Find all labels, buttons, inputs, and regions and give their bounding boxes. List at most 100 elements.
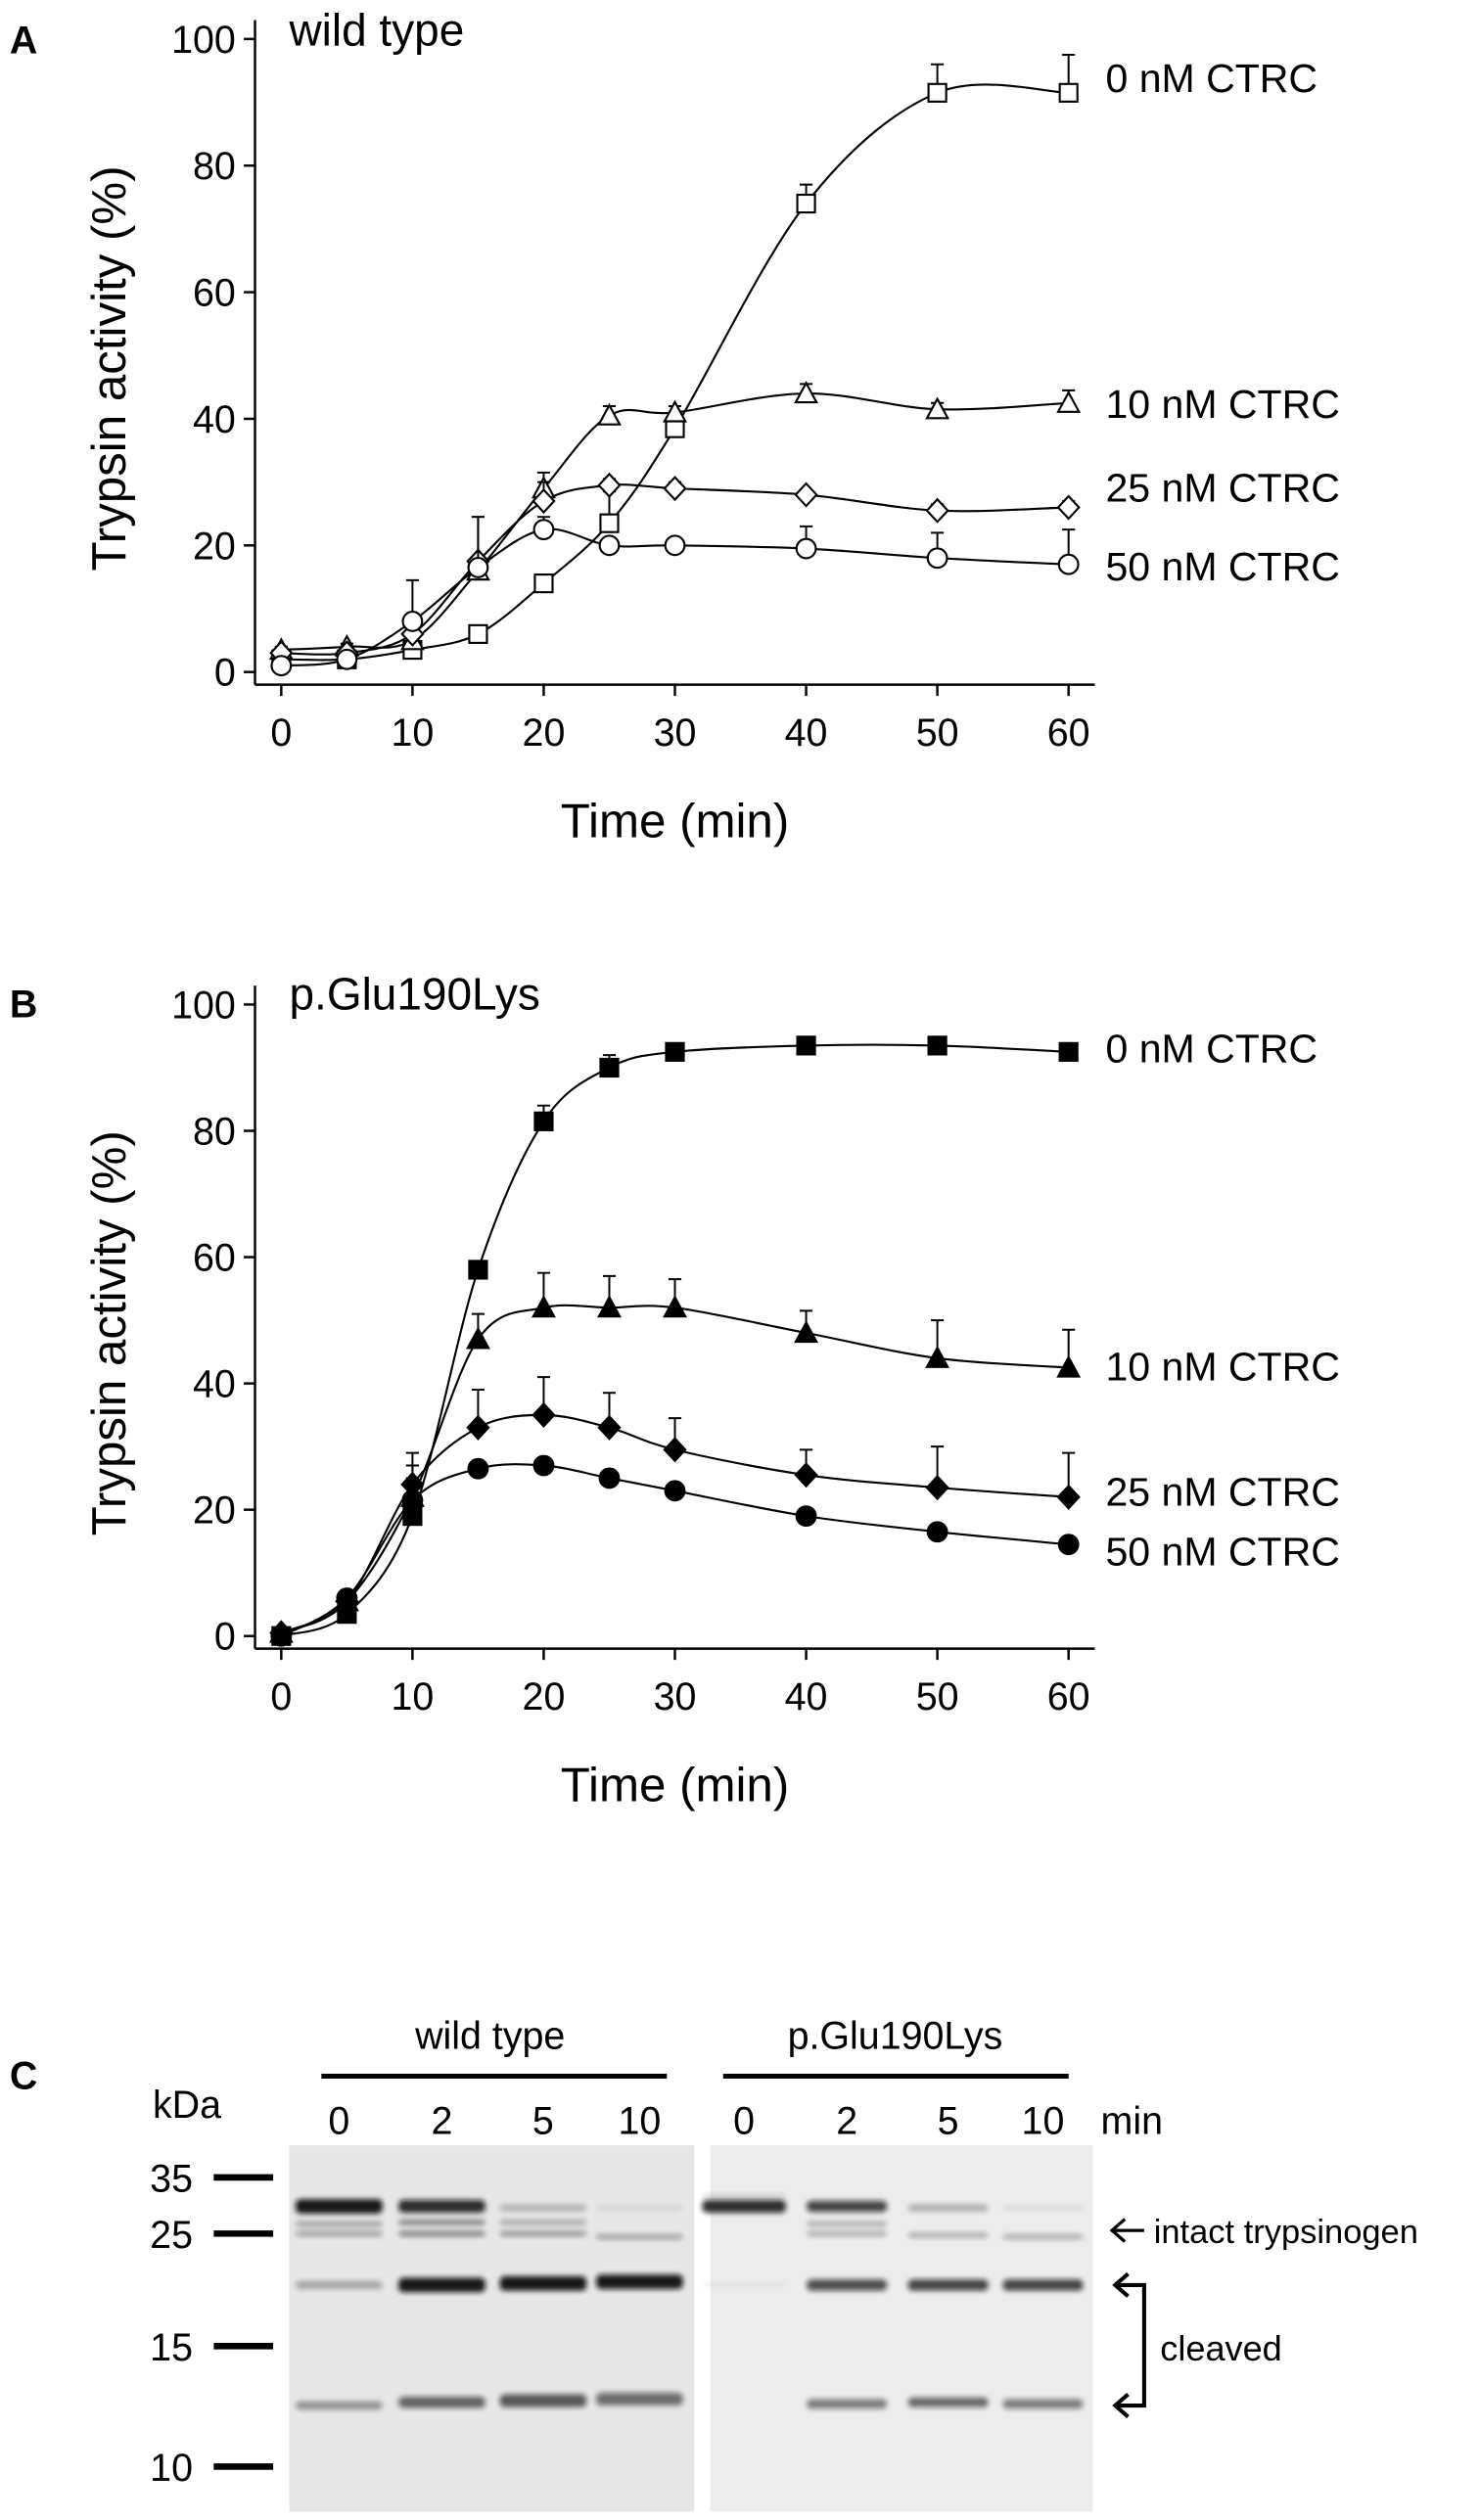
x-tick-label: 50	[916, 1675, 959, 1718]
series-label: 0 nM CTRC	[1105, 1027, 1318, 1072]
marker-label: 15	[150, 2326, 193, 2369]
arrow	[1109, 2218, 1144, 2243]
marker	[1056, 1484, 1081, 1510]
gel-bands	[296, 2193, 1084, 2410]
y-tick-label: 40	[193, 1363, 236, 1406]
marker	[664, 534, 686, 557]
series-label: 10 nM CTRC	[1105, 1345, 1339, 1390]
marker	[794, 1320, 819, 1344]
y-tick-label: 80	[193, 1110, 236, 1153]
marker	[663, 1295, 687, 1318]
group-label: wild type	[414, 2015, 565, 2058]
marker	[663, 399, 687, 423]
marker	[598, 1467, 621, 1489]
marker	[599, 1057, 620, 1078]
x-tick-label: 20	[523, 1675, 566, 1718]
marker	[531, 1295, 556, 1318]
marker	[401, 611, 424, 632]
marker	[598, 534, 621, 557]
fit-curve	[280, 1304, 1069, 1634]
marker	[925, 497, 949, 524]
series-label: 25 nM CTRC	[1105, 466, 1339, 511]
marker	[664, 1480, 686, 1502]
gel-band	[398, 2220, 486, 2225]
marker-label: 25	[150, 2214, 193, 2257]
marker	[794, 481, 818, 508]
marker	[532, 1454, 555, 1477]
marker	[467, 557, 489, 578]
marker	[336, 1587, 358, 1609]
marker	[597, 1414, 622, 1441]
series-label: 50 nM CTRC	[1105, 544, 1339, 589]
marker	[533, 573, 554, 594]
marker	[795, 1505, 817, 1528]
y-tick-label: 60	[193, 272, 236, 315]
marker	[1057, 1534, 1080, 1556]
fit-curve	[280, 1413, 1069, 1634]
fit-curve	[281, 483, 1069, 656]
x-axis-label: Time (min)	[561, 795, 789, 848]
lane-label: 5	[532, 2100, 554, 2143]
marker	[794, 1462, 818, 1489]
gel-band	[907, 2232, 989, 2238]
gel-band	[398, 2199, 486, 2214]
gel-band	[807, 2279, 888, 2291]
gel-band	[702, 2193, 786, 2197]
marker	[532, 487, 556, 515]
fit-curve	[281, 392, 1069, 652]
gel-band	[807, 2222, 888, 2226]
x-tick-label: 60	[1047, 1675, 1090, 1718]
lane-label: 10	[618, 2100, 661, 2143]
marker	[597, 402, 622, 426]
annotation: cleaved	[1160, 2328, 1281, 2368]
gel-band	[499, 2204, 587, 2212]
gel-band	[499, 2220, 587, 2225]
marker	[468, 1260, 488, 1280]
marker	[336, 648, 358, 670]
gel-band	[499, 2230, 587, 2236]
lane-label: 2	[836, 2100, 857, 2143]
marker	[663, 1437, 687, 1463]
marker	[270, 655, 293, 677]
gel-band	[907, 2279, 989, 2291]
marker	[597, 472, 622, 498]
y-axis-label: Trypsin activity (%)	[82, 1130, 136, 1535]
lane-label: 5	[938, 2100, 959, 2143]
gel-band	[296, 2230, 383, 2236]
marker	[1056, 494, 1081, 521]
lane-label: 10	[1022, 2100, 1065, 2143]
marker	[1058, 82, 1079, 103]
group-label: p.Glu190Lys	[788, 2015, 1003, 2058]
y-tick-label: 100	[171, 19, 236, 62]
gel-band	[596, 2234, 683, 2240]
series-label: 25 nM CTRC	[1105, 1470, 1339, 1515]
y-tick-label: 0	[214, 1616, 236, 1659]
x-tick-label: 60	[1047, 711, 1090, 755]
x-axis-label: Time (min)	[561, 1759, 789, 1812]
gel-band	[596, 2392, 683, 2406]
gel-band	[1002, 2234, 1084, 2240]
marker	[467, 1457, 489, 1480]
gel-band	[296, 2401, 383, 2410]
y-tick-label: 20	[193, 525, 236, 568]
fit-curve	[281, 83, 1069, 662]
gel-band	[1002, 2279, 1084, 2291]
x-tick-label: 10	[391, 1675, 434, 1718]
marker	[926, 1521, 948, 1543]
lane-label: 0	[733, 2100, 755, 2143]
marker	[796, 1035, 816, 1056]
gel-band	[702, 2199, 786, 2214]
marker	[926, 547, 948, 570]
marker	[599, 513, 620, 533]
chart-title: wild type	[289, 4, 465, 55]
x-tick-label: 50	[916, 711, 959, 755]
gel-band	[907, 2204, 989, 2212]
chart-title: p.Glu190Lys	[290, 968, 540, 1019]
series-label: 0 nM CTRC	[1105, 56, 1318, 101]
gel-band	[398, 2277, 486, 2293]
y-tick-label: 0	[214, 652, 236, 695]
gel-band	[398, 2230, 486, 2236]
y-tick-label: 60	[193, 1237, 236, 1280]
marker	[927, 1035, 948, 1056]
fit-curve	[281, 1043, 1069, 1637]
